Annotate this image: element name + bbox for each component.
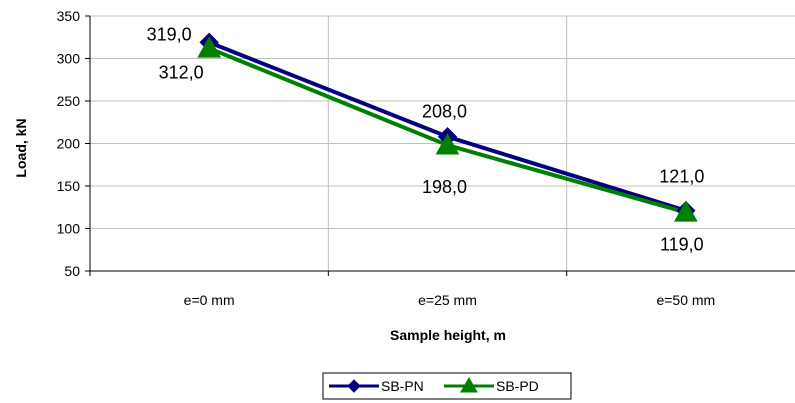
y-tick-label: 300	[57, 51, 81, 67]
y-tick-label: 150	[57, 178, 81, 194]
x-tick-label: e=50 mm	[656, 292, 715, 308]
y-tick-label: 200	[57, 136, 81, 152]
y-tick-label: 100	[57, 221, 81, 237]
x-tick-label: e=25 mm	[418, 292, 477, 308]
data-point-sb-pd	[673, 200, 698, 222]
legend-label-sb-pn: SB-PN	[381, 378, 424, 394]
legend-label-sb-pd: SB-PD	[496, 378, 539, 394]
axes: 50 100 150 200 250 300 350 e=0 mm e=25 mm e=50 mm	[57, 8, 795, 308]
data-point-sb-pd	[197, 36, 222, 58]
data-label-sb-pn: 319,0	[147, 24, 192, 44]
legend-marker-sb-pn	[347, 379, 361, 393]
y-tick-label: 50	[64, 263, 80, 279]
data-label-sb-pd: 198,0	[422, 177, 467, 197]
x-tick-label: e=0 mm	[184, 292, 235, 308]
data-labels: 319,0 208,0 121,0 312,0 198,0 119,0	[147, 24, 705, 254]
y-axis-title: Load, kN	[13, 118, 29, 177]
data-label-sb-pd: 312,0	[159, 62, 204, 82]
data-label-sb-pn: 121,0	[659, 167, 704, 187]
y-tick-label: 250	[57, 93, 81, 109]
data-label-sb-pd: 119,0	[660, 234, 704, 254]
data-label-sb-pn: 208,0	[422, 102, 467, 122]
y-tick-label: 350	[57, 8, 81, 24]
x-axis-title: Sample height, m	[390, 327, 506, 343]
data-point-sb-pd	[435, 133, 460, 155]
legend-marker-sb-pd	[460, 376, 478, 393]
legend: SB-PN SB-PD	[322, 372, 572, 400]
series	[197, 32, 698, 222]
